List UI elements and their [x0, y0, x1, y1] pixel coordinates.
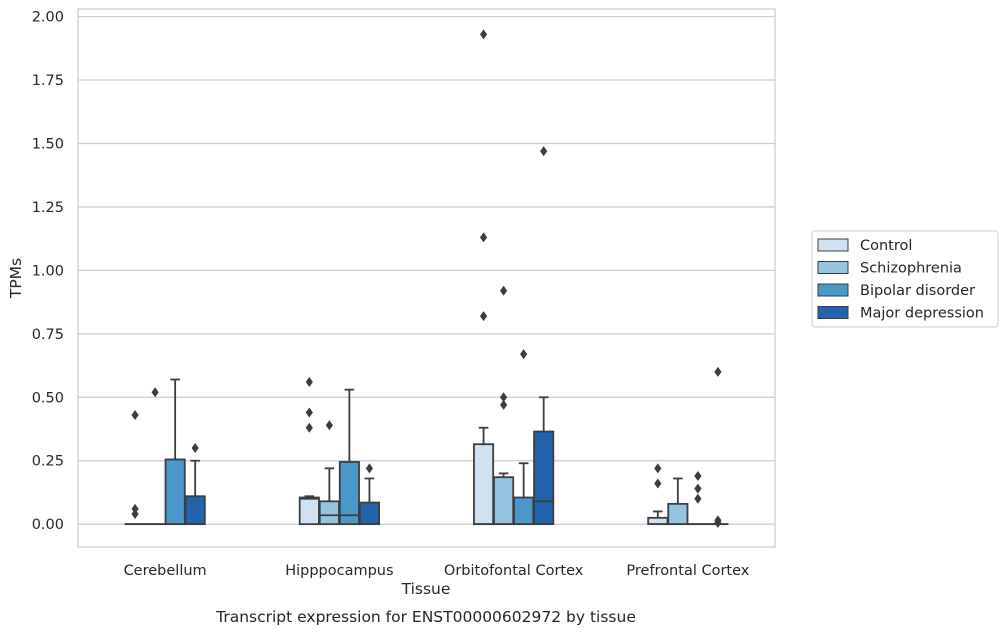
outlier-point	[479, 29, 488, 40]
box-schizophrenia	[493, 285, 515, 526]
box-control	[647, 463, 669, 526]
box-major-depression	[533, 146, 555, 526]
outlier-point	[694, 470, 702, 481]
box-control	[473, 29, 495, 526]
plot-area-frame	[77, 8, 776, 548]
box-rect	[513, 496, 535, 526]
grid-lines	[78, 15, 775, 525]
x-tick-labels: Cerebellum Hipppocampus Orbitofontal Corte…	[124, 563, 750, 579]
legend-label: Major depression	[860, 306, 984, 322]
box-control	[124, 410, 146, 526]
box-rect	[318, 500, 340, 526]
box-rect	[533, 430, 555, 526]
box-major-depression	[184, 443, 206, 526]
box-rect	[338, 461, 360, 526]
outlier-point	[191, 443, 199, 454]
x-tick-label: Cerebellum	[124, 563, 207, 579]
legend-label: Bipolar disorder	[860, 283, 975, 299]
outlier-point	[305, 407, 313, 418]
box-schizophrenia	[318, 420, 340, 526]
y-tick-label: 0.75	[32, 327, 64, 343]
outlier-point	[500, 392, 508, 403]
outlier-point	[325, 420, 333, 431]
outlier-point	[479, 311, 488, 322]
x-tick-label: Prefrontal Cortex	[626, 563, 749, 579]
y-tick-label: 1.50	[32, 137, 64, 153]
box-bipolar-disorder	[338, 388, 360, 526]
outlier-point	[540, 146, 548, 157]
legend-swatch	[817, 283, 849, 297]
legend: Control Schizophrenia Bipolar disorder Majo…	[811, 230, 999, 328]
outlier-point	[131, 503, 139, 514]
y-tick-label: 0.25	[32, 454, 64, 470]
y-tick-label: 2.00	[32, 10, 64, 26]
boxes-layer	[124, 29, 729, 528]
y-tick-label: 1.75	[32, 73, 64, 89]
x-tick-label: Orbitofontal Cortex	[444, 563, 584, 579]
outlier-point	[654, 463, 662, 474]
box-rect	[667, 502, 689, 526]
box-major-depression	[358, 463, 380, 526]
legend-swatch	[817, 261, 849, 274]
outlier-point	[500, 285, 508, 296]
box-schizophrenia	[667, 477, 689, 526]
box-rect	[184, 495, 206, 526]
box-rect	[473, 443, 495, 526]
outlier-point	[151, 387, 159, 398]
box-bipolar-disorder	[164, 378, 186, 526]
legend-swatch	[817, 238, 849, 252]
box-schizophrenia	[144, 387, 166, 526]
legend-swatch	[817, 306, 849, 319]
box-rect	[358, 501, 380, 526]
legend-frame	[811, 230, 999, 328]
outlier-point	[131, 410, 139, 421]
outlier-point	[694, 483, 702, 494]
outlier-point	[305, 377, 313, 388]
box-rect	[647, 516, 669, 526]
box-bipolar-disorder	[513, 349, 535, 526]
legend-items: Control Schizophrenia Bipolar disorder Majo…	[817, 238, 984, 322]
outlier-point	[654, 478, 662, 489]
outlier-point	[500, 399, 508, 410]
outlier-point	[520, 349, 528, 360]
outlier-point	[479, 232, 488, 243]
box-rect	[164, 458, 186, 526]
box-rect	[298, 496, 320, 526]
x-tick-label: Hipppocampus	[285, 563, 393, 579]
box-bipolar-disorder	[687, 470, 709, 526]
chart-caption: Transcript expression for ENST0000060297…	[215, 608, 636, 626]
outlier-point	[714, 366, 722, 377]
y-axis-label: TPMs	[7, 258, 25, 299]
outlier-point	[694, 493, 702, 504]
legend-label: Control	[860, 238, 912, 254]
outlier-point	[305, 422, 313, 433]
x-axis-label: Tissue	[401, 580, 451, 598]
y-tick-label: 0.50	[32, 390, 64, 406]
outlier-point	[131, 509, 139, 520]
y-tick-label: 1.25	[32, 200, 64, 216]
y-tick-label: 0.00	[32, 517, 64, 533]
legend-label: Schizophrenia	[860, 261, 962, 277]
box-control	[298, 377, 320, 526]
y-tick-label: 1.00	[32, 263, 64, 279]
y-tick-labels: 0.00 0.25 0.50 0.75 1.00 1.25 1.50 1.75 2.00	[32, 10, 64, 534]
box-rect	[493, 476, 515, 526]
outlier-point	[714, 517, 722, 528]
outlier-point	[365, 463, 374, 474]
box-major-depression	[707, 366, 729, 528]
